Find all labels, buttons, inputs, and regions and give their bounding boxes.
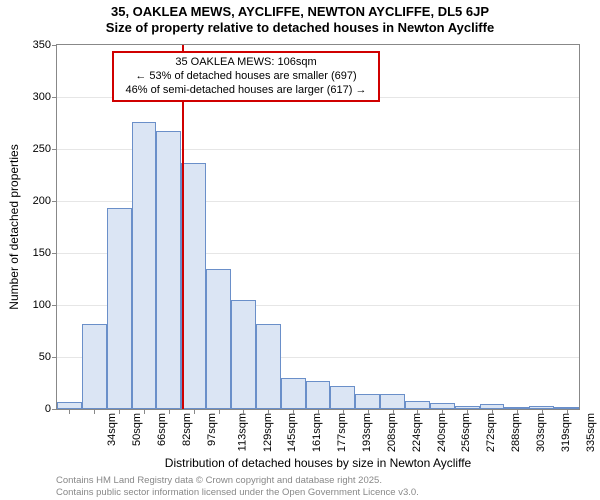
histogram-bar: [206, 269, 231, 409]
x-tick-mark: [144, 409, 145, 414]
x-tick-mark: [219, 409, 220, 414]
x-tick-mark: [119, 409, 120, 414]
x-tick-label: 145sqm: [287, 413, 299, 452]
title-line-1: 35, OAKLEA MEWS, AYCLIFFE, NEWTON AYCLIF…: [0, 4, 600, 20]
x-tick-mark: [517, 409, 518, 414]
credits: Contains HM Land Registry data © Crown c…: [56, 475, 419, 498]
y-tick-mark: [52, 409, 57, 410]
y-tick-mark: [52, 253, 57, 254]
x-tick-mark: [542, 409, 543, 414]
x-tick-label: 82sqm: [181, 413, 193, 446]
x-tick-label: 256sqm: [461, 413, 473, 452]
x-tick-label: 208sqm: [386, 413, 398, 452]
x-tick-label: 193sqm: [361, 413, 373, 452]
histogram-bar: [107, 208, 132, 409]
chart-container: 35, OAKLEA MEWS, AYCLIFFE, NEWTON AYCLIF…: [0, 0, 600, 500]
histogram-bar: [281, 378, 306, 409]
credits-line-2: Contains public sector information licen…: [56, 487, 419, 498]
x-tick-label: 335sqm: [585, 413, 597, 452]
x-tick-mark: [94, 409, 95, 414]
histogram-bar: [330, 386, 355, 409]
x-tick-mark: [467, 409, 468, 414]
title-line-2: Size of property relative to detached ho…: [0, 20, 600, 36]
histogram-bar: [405, 401, 430, 409]
x-tick-mark: [492, 409, 493, 414]
x-tick-mark: [368, 409, 369, 414]
histogram-bar: [231, 300, 256, 409]
y-tick-mark: [52, 149, 57, 150]
chart-title: 35, OAKLEA MEWS, AYCLIFFE, NEWTON AYCLIF…: [0, 4, 600, 37]
x-tick-mark: [567, 409, 568, 414]
y-axis-label: Number of detached properties: [7, 144, 21, 309]
histogram-bar: [380, 394, 405, 409]
x-tick-label: 129sqm: [262, 413, 274, 452]
y-tick-mark: [52, 45, 57, 46]
x-tick-label: 303sqm: [535, 413, 547, 452]
x-tick-mark: [69, 409, 70, 414]
y-tick-mark: [52, 201, 57, 202]
x-tick-label: 34sqm: [106, 413, 118, 446]
histogram-bar: [355, 394, 380, 409]
histogram-bar: [256, 324, 281, 409]
histogram-bar: [306, 381, 331, 409]
x-tick-mark: [243, 409, 244, 414]
plot-area: 05010015020025030035034sqm50sqm66sqm82sq…: [56, 44, 580, 410]
x-tick-label: 224sqm: [411, 413, 423, 452]
y-tick-mark: [52, 357, 57, 358]
callout-line: 46% of semi-detached houses are larger (…: [120, 84, 372, 98]
credits-line-1: Contains HM Land Registry data © Crown c…: [56, 475, 419, 486]
callout-line: 35 OAKLEA MEWS: 106sqm: [120, 56, 372, 70]
y-tick-mark: [52, 97, 57, 98]
x-tick-mark: [343, 409, 344, 414]
y-tick-mark: [52, 305, 57, 306]
histogram-bar: [156, 131, 181, 409]
x-tick-label: 177sqm: [336, 413, 348, 452]
x-tick-label: 66sqm: [156, 413, 168, 446]
x-tick-label: 50sqm: [131, 413, 143, 446]
histogram-bar: [181, 163, 206, 409]
marker-callout: 35 OAKLEA MEWS: 106sqm← 53% of detached …: [112, 51, 380, 102]
x-tick-label: 240sqm: [436, 413, 448, 452]
x-tick-label: 272sqm: [485, 413, 497, 452]
x-tick-label: 161sqm: [311, 413, 323, 452]
x-tick-mark: [393, 409, 394, 414]
x-tick-mark: [442, 409, 443, 414]
x-tick-mark: [169, 409, 170, 414]
x-tick-label: 288sqm: [510, 413, 522, 452]
callout-line: ← 53% of detached houses are smaller (69…: [120, 70, 372, 84]
x-tick-mark: [318, 409, 319, 414]
x-tick-label: 113sqm: [236, 413, 248, 451]
x-tick-label: 319sqm: [560, 413, 572, 452]
x-tick-label: 97sqm: [206, 413, 218, 446]
x-axis-label: Distribution of detached houses by size …: [56, 456, 580, 470]
x-tick-mark: [268, 409, 269, 414]
x-tick-mark: [194, 409, 195, 414]
x-tick-mark: [293, 409, 294, 414]
histogram-bar: [132, 122, 157, 409]
x-tick-mark: [417, 409, 418, 414]
histogram-bar: [82, 324, 107, 409]
histogram-bar: [57, 402, 82, 409]
